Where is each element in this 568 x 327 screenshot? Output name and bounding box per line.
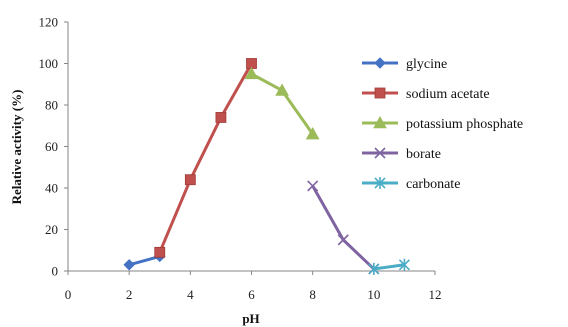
y-tick-label: 0 bbox=[52, 264, 59, 279]
data-point-carbonate bbox=[398, 258, 410, 271]
series-carbonate bbox=[368, 258, 410, 275]
legend-label: sodium acetate bbox=[406, 87, 490, 102]
legend-item-borate: borate bbox=[362, 147, 441, 162]
legend-marker bbox=[373, 115, 387, 129]
series-line-sodium-acetate bbox=[158, 62, 253, 253]
x-tick-label: 0 bbox=[65, 287, 72, 302]
x-tick-label: 6 bbox=[248, 287, 255, 302]
series-line-borate bbox=[311, 185, 375, 271]
y-tick-label: 120 bbox=[39, 15, 59, 30]
data-point-sodium-acetate bbox=[154, 246, 166, 258]
data-point-sodium-acetate bbox=[215, 112, 227, 123]
legend-marker bbox=[374, 177, 386, 189]
x-tick-label: 8 bbox=[309, 287, 316, 302]
legend: glycine sodium acetate potassium phosphate… bbox=[362, 57, 523, 192]
legend-item-glycine: glycine bbox=[362, 57, 447, 72]
data-point-sodium-acetate bbox=[184, 174, 196, 186]
data-point-borate bbox=[307, 180, 319, 192]
x-tick-label: 12 bbox=[429, 287, 442, 302]
y-tick-label: 60 bbox=[45, 139, 58, 154]
y-tick-label: 40 bbox=[45, 181, 58, 196]
y-axis-title: Relative activity (%) bbox=[9, 90, 24, 205]
data-point-glycine bbox=[123, 259, 135, 271]
series-line-glycine bbox=[128, 255, 161, 267]
y-tick-label: 80 bbox=[45, 98, 58, 113]
legend-item-carbonate: carbonate bbox=[362, 177, 460, 192]
y-tick-label: 20 bbox=[45, 222, 58, 237]
series-line-carbonate bbox=[373, 263, 405, 271]
x-tick-label: 2 bbox=[126, 287, 133, 302]
data-point-potassium-phosphate bbox=[244, 66, 259, 80]
data-point-potassium-phosphate bbox=[305, 127, 320, 140]
legend-label: carbonate bbox=[406, 177, 460, 192]
axes: 0 20 40 60 80 100 120 0 2 4 6 8 10 12 bbox=[39, 15, 442, 303]
legend-label: potassium phosphate bbox=[406, 117, 523, 132]
series-sodium-acetate bbox=[154, 58, 257, 258]
series-potassium-phosphate bbox=[244, 66, 320, 140]
x-tick-label: 4 bbox=[187, 287, 194, 302]
legend-label: borate bbox=[406, 147, 441, 162]
data-point-carbonate bbox=[368, 262, 380, 275]
legend-label: glycine bbox=[406, 57, 447, 72]
legend-item-sodium-acetate: sodium acetate bbox=[362, 87, 490, 102]
series-layer bbox=[123, 58, 410, 275]
legend-item-potassium-phosphate: potassium phosphate bbox=[362, 115, 523, 132]
series-line-potassium-phosphate bbox=[250, 72, 314, 135]
series-borate bbox=[307, 180, 380, 275]
x-tick-label: 10 bbox=[367, 287, 380, 302]
legend-marker bbox=[374, 147, 386, 159]
data-point-potassium-phosphate bbox=[275, 83, 289, 96]
data-point-borate bbox=[337, 234, 349, 246]
x-axis-title: pH bbox=[242, 311, 259, 326]
legend-marker bbox=[374, 57, 386, 69]
legend-marker bbox=[374, 87, 386, 99]
y-tick-label: 100 bbox=[39, 56, 59, 71]
